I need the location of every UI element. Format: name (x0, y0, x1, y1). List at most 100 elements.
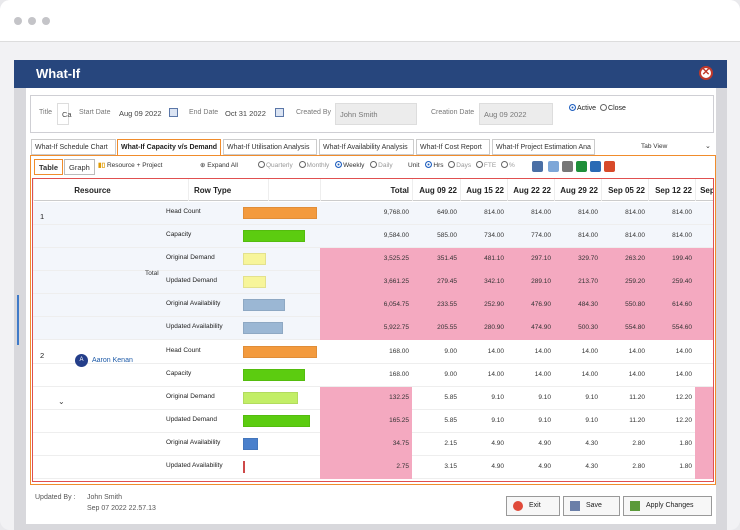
resource-project-toggle[interactable]: ▮▯ Resource + Project (98, 161, 162, 169)
week-value-cell: 734.00 (484, 232, 504, 239)
fte-radio[interactable] (475, 161, 483, 168)
chevron-down-icon[interactable]: ⌄ (58, 397, 65, 406)
calendar-icon[interactable] (275, 108, 284, 117)
expand-all-label: Expand All (207, 162, 238, 169)
week-value-cell: 2.80 (632, 440, 645, 447)
tab-schedule-chart[interactable]: What-If Schedule Chart (31, 139, 116, 155)
creation-date-input: Aug 09 2022 (479, 103, 553, 125)
graph-view-button[interactable]: Graph (64, 159, 95, 175)
week-value-cell: 1.80 (679, 440, 692, 447)
period-radio-group: Quarterly Monthly Weekly Daily (258, 161, 393, 169)
tab-cost-report[interactable]: What-If Cost Report (416, 139, 490, 155)
row-type-label: Capacity (166, 370, 192, 377)
tab-availability[interactable]: What-If Availability Analysis (319, 139, 414, 155)
table-view-button[interactable]: Table (34, 159, 64, 175)
week-column-header[interactable]: Aug 22 22 (507, 179, 554, 201)
week-value-cell: 259.20 (601, 271, 648, 294)
settings-tools-icon[interactable] (604, 161, 615, 172)
week-value-cell: 4.30 (585, 440, 598, 447)
days-radio[interactable] (448, 161, 456, 168)
week-value-cell: 484.30 (554, 294, 601, 317)
start-date-label: Start Date (79, 109, 111, 116)
window-dot-icon[interactable] (14, 17, 22, 25)
week-value-cell: 14.00 (581, 348, 598, 355)
window-dot-icon[interactable] (42, 17, 50, 25)
week-value-cell: 614.60 (648, 294, 695, 317)
scroll-accent (17, 295, 19, 345)
close-radio[interactable] (600, 104, 608, 111)
table-row: Original Availability 34.75 2.15 4.90 4.90 4.… (33, 433, 713, 456)
week-column-header[interactable]: Sep 12 22 (648, 179, 695, 201)
week-value-cell: 14.00 (695, 364, 713, 387)
updated-by-value: John Smith (87, 494, 123, 501)
week-value-cell: 814.00 (672, 232, 692, 239)
capacity-demand-grid: Resource Row Type Total Aug 09 22 Aug 15… (32, 178, 714, 482)
table-row: Original Demand 3,525.25 351.45 481.10 297.1… (33, 248, 713, 271)
week-column-header[interactable]: Aug 29 22 (554, 179, 601, 201)
expand-all-button[interactable]: ⊕ Expand All (200, 161, 238, 169)
window-dot-icon[interactable] (28, 17, 36, 25)
binoculars-icon[interactable] (532, 161, 543, 172)
week-value-cell: 9.10 (538, 394, 551, 401)
save-button[interactable]: Save (563, 496, 620, 516)
weekly-label: Weekly (343, 162, 365, 169)
tab-utilisation[interactable]: What-If Utilisation Analysis (223, 139, 317, 155)
resource-name-link[interactable]: Aaron Kenan (92, 357, 133, 364)
week-value-cell: 585.00 (437, 232, 457, 239)
week-value-cell: 554.60 (648, 317, 695, 340)
hrs-radio[interactable] (425, 161, 433, 168)
table-row: Capacity 9,584.00 585.00 734.00 774.00 814.00… (33, 225, 713, 248)
close-icon[interactable]: ✕ (699, 66, 713, 80)
active-label: Active (577, 105, 597, 112)
total-cell: 2.75 (320, 456, 412, 479)
week-column-header[interactable]: Aug 09 22 (412, 179, 460, 201)
week-value-cell: 14.00 (581, 371, 598, 378)
bar-chart-icon: ▮▯ (98, 162, 106, 169)
exit-button[interactable]: Exit (506, 496, 560, 516)
resource-column-header[interactable]: Resource (33, 179, 151, 201)
total-column-header[interactable]: Total (320, 179, 412, 201)
tab-project-estimation[interactable]: What-If Project Estimation Ana (492, 139, 595, 155)
total-cell: 3,661.25 (320, 271, 412, 294)
week-value-cell: 205.55 (412, 317, 460, 340)
monthly-radio[interactable] (298, 161, 306, 168)
active-radio[interactable] (569, 104, 576, 111)
monthly-label: Monthly (306, 162, 330, 169)
end-date-input[interactable]: Oct 31 2022 (221, 103, 275, 125)
printer-icon[interactable] (562, 161, 573, 172)
row-type-label: Updated Availability (166, 462, 223, 469)
updated-by-label: Updated By : (35, 494, 76, 501)
apply-icon (630, 501, 640, 511)
dialog-title: What-If (36, 66, 81, 81)
week-column-header[interactable]: Sep 19 22 (695, 179, 713, 201)
apply-changes-button[interactable]: Apply Changes (623, 496, 712, 516)
week-value-cell: 14.00 (534, 348, 551, 355)
week-value-cell: 14.00 (628, 371, 645, 378)
week-column-header[interactable]: Sep 05 22 (601, 179, 648, 201)
document-icon[interactable] (548, 161, 559, 172)
weekly-radio[interactable] (335, 161, 343, 168)
percent-radio[interactable] (501, 161, 509, 168)
refresh-icon[interactable] (590, 161, 601, 172)
tab-view-select[interactable]: Tab View (641, 143, 668, 150)
excel-icon[interactable] (576, 161, 587, 172)
daily-radio[interactable] (370, 161, 378, 168)
week-value-cell: 5.85 (444, 417, 457, 424)
quarterly-radio[interactable] (258, 161, 265, 168)
row-type-column-header[interactable]: Row Type (188, 179, 268, 201)
week-value-cell: 351.45 (412, 248, 460, 271)
title-input[interactable]: Ca (57, 103, 72, 125)
chevron-down-icon[interactable]: ⌄ (705, 143, 711, 150)
week-value-cell: 9.10 (491, 394, 504, 401)
start-date-input[interactable]: Aug 09 2022 (115, 103, 169, 125)
total-cell: 168.00 (389, 371, 409, 378)
row-type-label: Original Availability (166, 439, 221, 446)
week-value-cell: 814.00 (695, 225, 713, 248)
week-column-header[interactable]: Aug 15 22 (460, 179, 507, 201)
tab-capacity-demand[interactable]: What-If Capacity v/s Demand (117, 139, 221, 155)
updated-time: Sep 07 2022 22.57.13 (87, 505, 156, 512)
dialog-titlebar: What-If ✕ (14, 60, 727, 88)
week-value-cell: 14.00 (628, 348, 645, 355)
days-label: Days (456, 162, 472, 169)
calendar-icon[interactable] (169, 108, 178, 117)
